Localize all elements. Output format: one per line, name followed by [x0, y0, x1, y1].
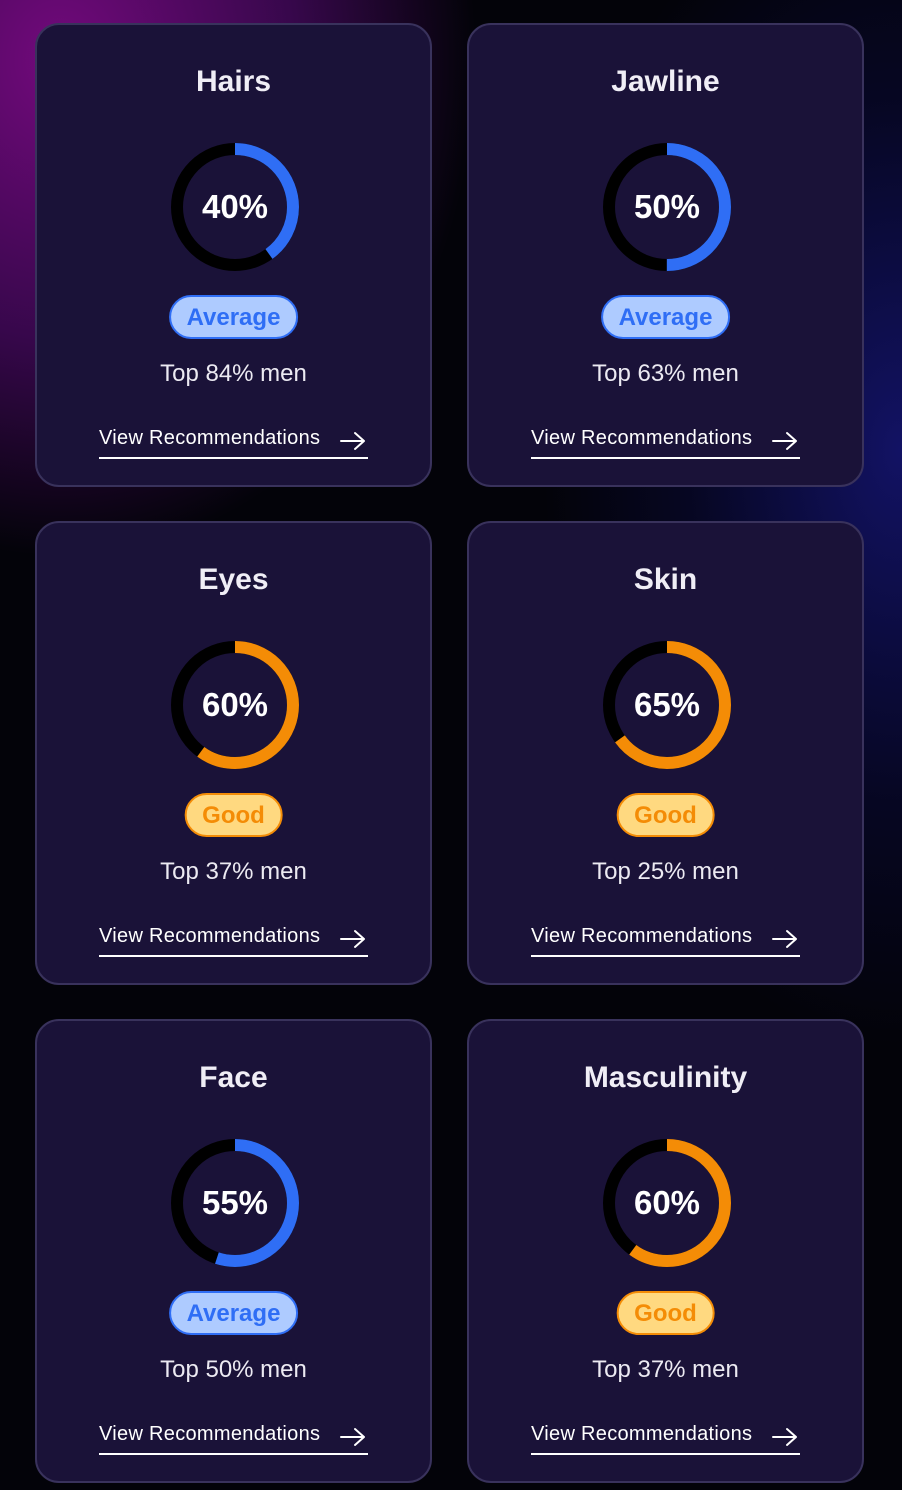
score-value: 65%	[633, 686, 701, 723]
rating-badge: Good	[184, 793, 283, 837]
score-card: Eyes 60% Good Top 37% men View Recommend…	[35, 521, 432, 985]
arrow-right-icon	[772, 432, 797, 450]
arrow-right-icon	[340, 930, 365, 948]
progress-ring-fill	[603, 1139, 731, 1267]
card-title: Skin	[633, 563, 698, 596]
view-recommendations-link[interactable]: View Recommendations	[531, 427, 800, 459]
score-value: 60%	[201, 686, 269, 723]
score-card: Jawline 50% Average Top 63% men View Rec…	[467, 23, 864, 487]
arrow-right-icon	[772, 930, 797, 948]
percentile-text: Top 50% men	[160, 1356, 307, 1383]
progress-ring-fill	[171, 143, 299, 271]
progress-ring	[171, 641, 299, 769]
link-label: View Recommendations	[531, 427, 753, 449]
score-value: 60%	[633, 1184, 701, 1221]
rating-badge: Good	[616, 1291, 715, 1335]
progress-ring-fill	[603, 143, 731, 271]
score-card: Hairs 40% Average Top 84% men View Recom…	[35, 23, 432, 487]
progress-ring	[603, 641, 731, 769]
score-value: 50%	[633, 188, 701, 225]
arrow-right-icon	[340, 1428, 365, 1446]
view-recommendations-link[interactable]: View Recommendations	[99, 925, 368, 957]
card-title: Jawline	[611, 65, 720, 98]
rating-badge: Good	[616, 793, 715, 837]
arrow-right-icon	[772, 1428, 797, 1446]
link-label: View Recommendations	[99, 925, 321, 947]
percentile-text: Top 37% men	[592, 1356, 739, 1383]
progress-ring-fill	[171, 1139, 299, 1267]
percentile-text: Top 25% men	[592, 858, 739, 885]
card-title: Eyes	[198, 563, 269, 596]
view-recommendations-link[interactable]: View Recommendations	[99, 1423, 368, 1455]
card-title: Face	[199, 1061, 268, 1094]
link-label: View Recommendations	[531, 925, 753, 947]
score-card: Skin 65% Good Top 25% men View Recommend…	[467, 521, 864, 985]
link-label: View Recommendations	[99, 427, 321, 449]
rating-badge: Average	[600, 295, 731, 339]
progress-ring-fill	[171, 641, 299, 769]
progress-ring	[603, 1139, 731, 1267]
percentile-text: Top 63% men	[592, 360, 739, 387]
percentile-text: Top 37% men	[160, 858, 307, 885]
score-card: Masculinity 60% Good Top 37% men View Re…	[467, 1019, 864, 1483]
link-label: View Recommendations	[531, 1423, 753, 1445]
score-card: Face 55% Average Top 50% men View Recomm…	[35, 1019, 432, 1483]
score-value: 55%	[201, 1184, 269, 1221]
card-title: Masculinity	[583, 1061, 748, 1094]
rating-badge: Average	[168, 295, 299, 339]
progress-ring-fill	[603, 641, 731, 769]
progress-ring	[171, 143, 299, 271]
rating-badge: Average	[168, 1291, 299, 1335]
link-label: View Recommendations	[99, 1423, 321, 1445]
arrow-right-icon	[340, 432, 365, 450]
view-recommendations-link[interactable]: View Recommendations	[531, 925, 800, 957]
percentile-text: Top 84% men	[160, 360, 307, 387]
card-title: Hairs	[195, 65, 272, 98]
view-recommendations-link[interactable]: View Recommendations	[531, 1423, 800, 1455]
score-value: 40%	[201, 188, 269, 225]
progress-ring	[171, 1139, 299, 1267]
view-recommendations-link[interactable]: View Recommendations	[99, 427, 368, 459]
progress-ring	[603, 143, 731, 271]
